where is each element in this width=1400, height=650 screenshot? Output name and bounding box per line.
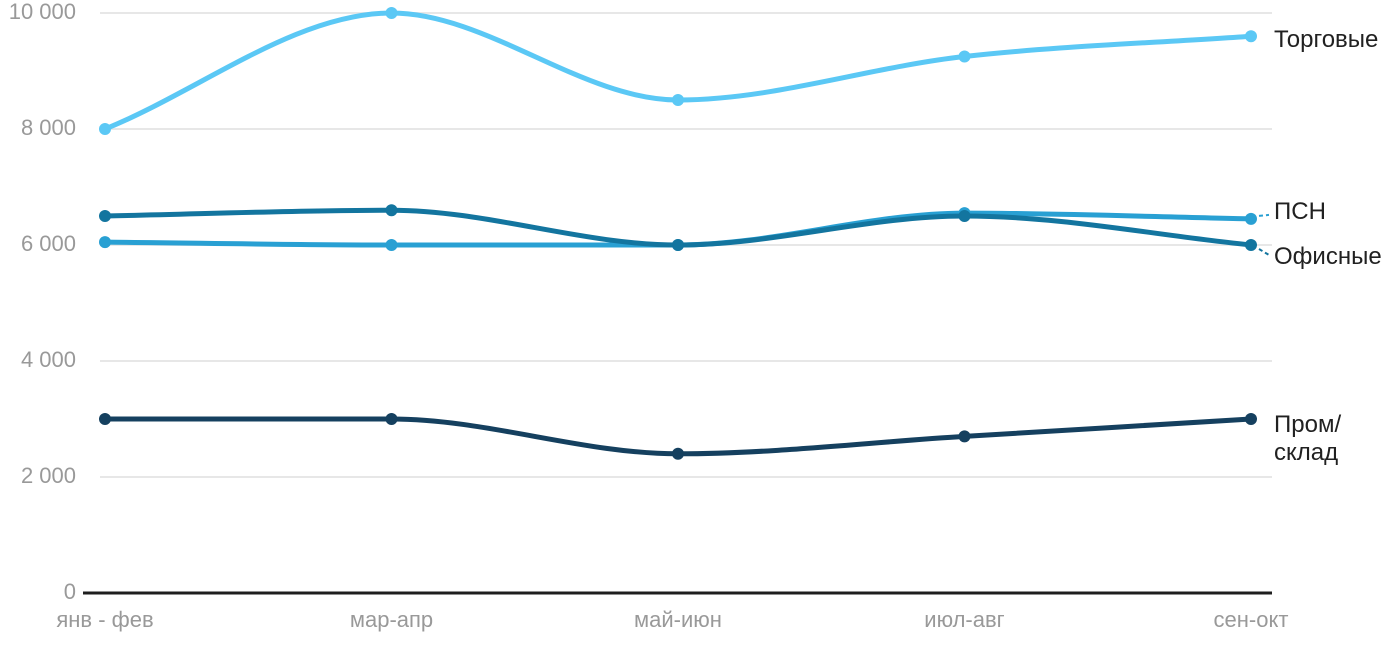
series-label-prom-sklad: Пром/склад <box>1274 411 1341 466</box>
series-line-torgovye <box>102 10 1254 132</box>
series-label-torgovye: Торговые <box>1274 27 1378 54</box>
series-point-prom-sklad-0[interactable] <box>99 413 111 425</box>
y-axis-tick-label: 4 000 <box>21 347 76 372</box>
series-point-psn-4[interactable] <box>1245 212 1257 225</box>
y-axis-tick-label: 10 000 <box>9 0 76 24</box>
series-point-ofisnye-1[interactable] <box>385 204 398 217</box>
series-point-torgovye-0[interactable] <box>99 123 111 135</box>
x-axis-tick-label: мар-апр <box>350 607 433 632</box>
y-axis-tick-label: 8 000 <box>21 115 76 140</box>
series-point-torgovye-4[interactable] <box>1245 30 1257 43</box>
y-axis-tick-label: 2 000 <box>21 463 76 488</box>
label-connector-psn <box>1258 213 1270 217</box>
series-point-psn-1[interactable] <box>385 239 398 251</box>
x-axis-tick-label: май-июн <box>634 607 722 632</box>
series-label-psn: ПСН <box>1274 198 1326 225</box>
series-point-prom-sklad-3[interactable] <box>958 430 971 443</box>
x-axis-tick-label: сен-окт <box>1214 607 1289 632</box>
series-point-torgovye-2[interactable] <box>672 94 684 106</box>
y-axis-tick-label: 6 000 <box>21 231 76 256</box>
series-point-ofisnye-3[interactable] <box>958 210 971 222</box>
x-axis-tick-label: янв - фев <box>56 607 153 632</box>
y-axis-tick-label: 0 <box>64 579 76 604</box>
series-point-prom-sklad-4[interactable] <box>1245 413 1257 425</box>
series-point-torgovye-3[interactable] <box>958 50 971 63</box>
series-point-ofisnye-0[interactable] <box>99 210 111 222</box>
series-label-ofisnye: Офисные <box>1274 243 1382 270</box>
series-point-prom-sklad-2[interactable] <box>672 447 684 460</box>
series-point-ofisnye-2[interactable] <box>672 239 684 251</box>
series-point-psn-0[interactable] <box>99 236 111 249</box>
label-connector-ofisnye <box>1258 248 1270 256</box>
x-axis-tick-label: июл-авг <box>924 607 1004 632</box>
series-point-torgovye-1[interactable] <box>385 7 398 19</box>
series-point-ofisnye-4[interactable] <box>1245 239 1257 251</box>
series-point-prom-sklad-1[interactable] <box>385 413 398 425</box>
